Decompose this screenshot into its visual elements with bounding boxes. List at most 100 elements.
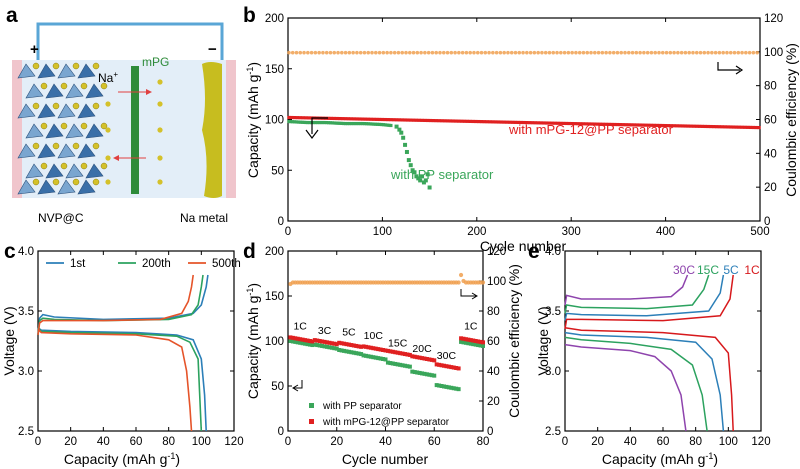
- rate-capacity-point: [325, 344, 329, 349]
- ce-point: [355, 50, 359, 55]
- mpg-capacity-point: [434, 119, 438, 123]
- mpg-capacity-point: [740, 125, 744, 129]
- x-tick-label: 60: [657, 436, 670, 448]
- pp-capacity-point: [347, 121, 351, 126]
- panel-b-data-marks: [287, 50, 761, 190]
- panel-e-curve-labels: 30C 15C 5C 1C: [673, 263, 760, 277]
- rate-capacity-point: [361, 353, 366, 358]
- mpg-capacity-point: [403, 118, 407, 122]
- ce-point: [596, 50, 601, 55]
- rate-capacity-point: [359, 352, 364, 357]
- mpg-capacity-point: [505, 120, 509, 124]
- panel-b-y-axis-label: Capacity (mAh g-1): [245, 62, 261, 178]
- external-circuit-wire: [36, 22, 224, 62]
- y-tick-label: 3.5: [18, 306, 34, 318]
- mpg-capacity-point: [516, 120, 520, 125]
- rate-capacity-point: [349, 343, 354, 348]
- ce-point: [287, 50, 291, 55]
- pp-capacity-point: [330, 121, 334, 125]
- mpg-capacity-point: [632, 123, 637, 127]
- rate-capacity-point: [466, 337, 471, 342]
- ce-point: [366, 50, 371, 55]
- ce-point: [441, 50, 446, 55]
- curve-15C-discharge: [564, 336, 708, 432]
- y-tick-label: 2.5: [545, 426, 561, 438]
- ce-point: [415, 50, 420, 55]
- mpg-capacity-point: [584, 122, 588, 126]
- rate-capacity-point: [403, 363, 407, 368]
- ce-point: [426, 50, 431, 55]
- mpg-capacity-point: [417, 118, 421, 122]
- cathode-sodium-ion: [80, 82, 88, 90]
- y-tick-label: 100: [265, 115, 284, 127]
- rate-capacity-point: [295, 336, 300, 341]
- ce-point: [611, 50, 616, 55]
- rate-capacity-point: [390, 349, 395, 354]
- ce-point: [362, 50, 367, 55]
- ce-point: [736, 50, 741, 55]
- rate-capacity-point: [395, 362, 400, 367]
- x-tick-label: 120: [224, 436, 243, 448]
- mpg-capacity-point: [717, 125, 722, 129]
- ce-point: [559, 50, 563, 55]
- panel-b-pp-annotation: with PP separator: [390, 167, 494, 182]
- rate-capacity-point: [325, 340, 329, 345]
- mpg-capacity-point: [547, 121, 552, 125]
- rate-capacity-point: [444, 384, 449, 389]
- cathode-label: NVP@C: [38, 211, 84, 225]
- pp-capacity-point: [332, 121, 336, 125]
- mpg-capacity-point: [346, 117, 351, 121]
- ce-point: [713, 50, 718, 55]
- ce-point: [381, 50, 386, 55]
- cathode-sodium-ion: [32, 102, 40, 110]
- mpg-capacity-point: [664, 123, 668, 128]
- ce-point: [411, 50, 416, 55]
- x-tick-label: 400: [656, 226, 675, 238]
- electrolyte-sodium-ion: [157, 79, 163, 85]
- mpg-capacity-point: [652, 123, 656, 127]
- crystal-polyhedron: [45, 163, 64, 179]
- mpg-capacity-point: [462, 119, 467, 123]
- mpg-capacity-point: [635, 123, 639, 127]
- ce-point: [423, 50, 427, 55]
- rate-capacity-point: [342, 341, 347, 346]
- panel-d-x-axis-label: Cycle number: [342, 451, 429, 467]
- rate-capacity-point: [366, 354, 371, 359]
- y-tick-label: 200: [265, 246, 284, 258]
- rate-capacity-point: [398, 351, 403, 356]
- rate-capacity-point: [332, 341, 337, 346]
- ce-point: [358, 50, 363, 55]
- curve-30C-charge: [564, 274, 689, 306]
- pp-capacity-point: [311, 120, 316, 125]
- mpg-capacity-point: [496, 120, 501, 124]
- ce-point: [751, 50, 756, 55]
- pp-capacity-point: [397, 127, 402, 132]
- mpg-capacity-point: [360, 117, 365, 121]
- mpg-capacity-point: [465, 119, 469, 123]
- rate-capacity-point: [473, 342, 478, 347]
- panel-c-y-axis-label: Voltage (V): [1, 306, 17, 375]
- panel-b-label: b: [243, 4, 256, 27]
- mpg-capacity-point: [485, 120, 489, 124]
- rate-capacity-point: [376, 356, 381, 361]
- rate-capacity-point: [290, 339, 295, 344]
- rate-capacity-point: [412, 354, 417, 359]
- mpg-capacity-point: [564, 121, 569, 126]
- curve-500th-discharge: [37, 328, 193, 432]
- mpg-capacity-point: [332, 116, 336, 121]
- pp-capacity-point: [412, 170, 417, 175]
- rate-capacity-point: [407, 364, 412, 369]
- ce-point: [543, 50, 548, 55]
- cathode-sodium-ion: [60, 162, 68, 170]
- ce-point: [324, 50, 329, 55]
- mpg-capacity-point: [607, 122, 611, 126]
- mpg-capacity-point: [479, 120, 484, 124]
- cathode-sodium-ion: [60, 82, 68, 90]
- mpg-capacity-point: [545, 121, 549, 125]
- mpg-capacity-point: [457, 119, 461, 123]
- mpg-capacity-point: [352, 117, 356, 121]
- rate-capacity-point: [354, 351, 359, 356]
- x-tick-label: 40: [97, 436, 110, 448]
- ce-point: [532, 50, 537, 55]
